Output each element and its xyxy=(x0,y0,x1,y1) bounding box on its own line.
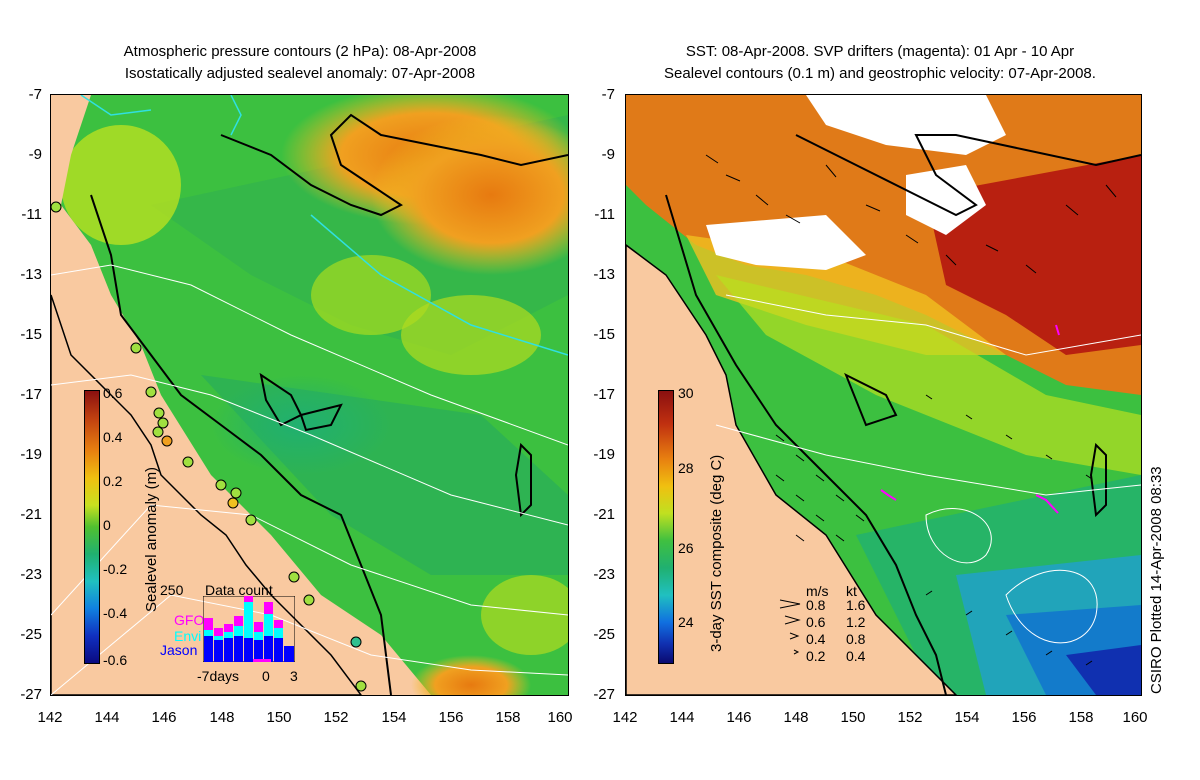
vel-row-kt: 1.2 xyxy=(846,614,866,630)
tide-gauges xyxy=(51,201,367,692)
vel-header-ms: m/s xyxy=(806,583,829,599)
inset-x-end: 3 xyxy=(290,668,298,684)
colorbar-tick: -0.6 xyxy=(103,652,128,668)
inset-x-start: -7days xyxy=(197,668,240,684)
colorbar-tick: 24 xyxy=(678,614,694,630)
sst-colorbar-label: 3-day SST composite (deg C) xyxy=(708,454,725,652)
legend-gfo: GFO xyxy=(174,612,205,628)
sealevel-colorbar xyxy=(84,390,100,664)
legend-envi: Envi xyxy=(174,628,202,644)
vel-row-ms: 0.6 xyxy=(806,614,826,630)
right-title-line1: SST: 08-Apr-2008. SVP drifters (magenta)… xyxy=(685,43,1075,60)
colorbar-tick: 0.2 xyxy=(103,473,123,489)
vel-header-kt: kt xyxy=(846,583,857,599)
colorbar-tick: 26 xyxy=(678,540,694,556)
inset-title: Data count xyxy=(205,582,273,598)
sst-map xyxy=(626,95,1141,695)
vel-row-ms: 0.2 xyxy=(806,648,826,664)
sealevel-anomaly-map xyxy=(51,95,568,695)
velocity-arrows xyxy=(705,154,1117,666)
left-title-line1: Atmospheric pressure contours (2 hPa): 0… xyxy=(123,43,477,60)
legend-jason: Jason xyxy=(160,642,198,658)
right-map xyxy=(625,94,1142,696)
vel-row-ms: 0.4 xyxy=(806,631,826,647)
sst-colorbar xyxy=(658,390,674,664)
colorbar-tick: 0.6 xyxy=(103,385,123,401)
colorbar-tick: 30 xyxy=(678,385,694,401)
colorbar-tick: -0.2 xyxy=(103,561,128,577)
colorbar-tick: -0.4 xyxy=(103,605,128,621)
left-title-line2: Isostatically adjusted sealevel anomaly:… xyxy=(124,65,476,82)
vel-row-kt: 0.4 xyxy=(846,648,866,664)
data-count-histogram xyxy=(203,596,295,662)
inset-ymax: 250 xyxy=(160,582,184,598)
colorbar-tick: 0 xyxy=(103,517,111,533)
colorbar-tick: 28 xyxy=(678,460,694,476)
vel-row-ms: 0.8 xyxy=(806,597,826,613)
right-title-line2: Sealevel contours (0.1 m) and geostrophi… xyxy=(664,65,1096,82)
vel-row-kt: 0.8 xyxy=(846,631,866,647)
vel-legend-arrows xyxy=(779,599,801,655)
colorbar-label: Sealevel anomaly (m) xyxy=(143,466,160,612)
inset-x-zero: 0 xyxy=(262,668,270,684)
left-map xyxy=(50,94,569,696)
colorbar-tick: 0.4 xyxy=(103,429,123,445)
australia-coast xyxy=(51,294,362,695)
vel-row-kt: 1.6 xyxy=(846,597,866,613)
plot-credit: CSIRO Plotted 14-Apr-2008 08:33 xyxy=(1148,466,1165,694)
